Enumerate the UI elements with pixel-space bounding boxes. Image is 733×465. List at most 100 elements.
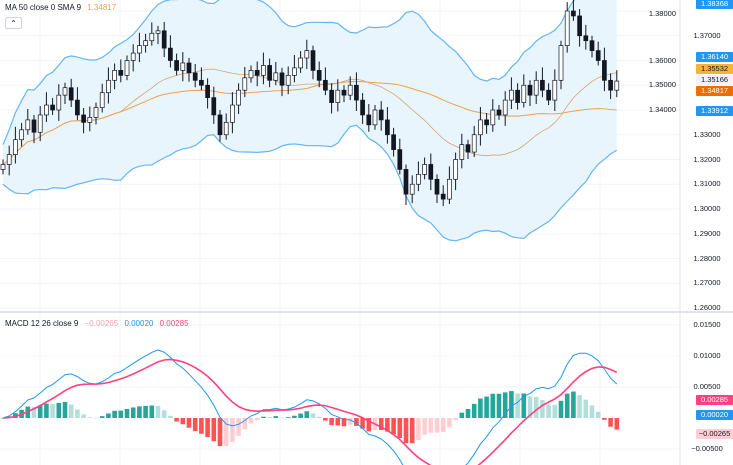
bollinger-band-fill bbox=[3, 0, 617, 241]
candle-up bbox=[0, 164, 6, 170]
macd-line bbox=[2, 349, 618, 465]
macd-histogram-bar bbox=[254, 418, 260, 421]
candle-up bbox=[112, 70, 117, 81]
macd-histogram-bar bbox=[316, 416, 322, 418]
candle-up bbox=[87, 117, 93, 123]
candle-up bbox=[533, 79, 539, 96]
candle-up bbox=[137, 45, 142, 54]
candle-up bbox=[478, 119, 483, 136]
macd-histogram-bar bbox=[199, 418, 204, 434]
macd-histogram-bar bbox=[608, 418, 613, 427]
macd-histogram-bar bbox=[304, 411, 310, 418]
candle-up bbox=[416, 174, 421, 185]
macd-histogram-bar bbox=[496, 393, 502, 418]
candle-up bbox=[106, 79, 111, 94]
macd-histogram-bar bbox=[211, 418, 217, 442]
macd-histogram-bar bbox=[378, 418, 384, 430]
candle-up bbox=[372, 109, 378, 126]
macd-histogram-bar bbox=[93, 417, 99, 419]
ma-legend-name: MA 50 close 0 SMA 9 bbox=[5, 3, 82, 12]
macd-histogram-bar bbox=[236, 418, 241, 436]
candle-down bbox=[254, 70, 260, 76]
macd-histogram-bar bbox=[527, 396, 533, 418]
candle-up bbox=[248, 70, 254, 79]
signal-line bbox=[2, 358, 618, 465]
macd-histogram-bar bbox=[484, 396, 489, 418]
candle-down bbox=[403, 169, 409, 195]
candle-up bbox=[19, 129, 24, 141]
macd-histogram-bar bbox=[341, 418, 347, 427]
macd-histogram-bar bbox=[155, 406, 161, 418]
macd-histogram-bar bbox=[174, 418, 179, 422]
macd-histogram-bar bbox=[397, 418, 403, 439]
candle-down bbox=[192, 72, 198, 81]
macd-histogram-bar bbox=[31, 407, 37, 418]
macd-histogram-bar bbox=[533, 396, 539, 418]
main-legend: MA 50 close 0 SMA 9 1.34817 bbox=[5, 3, 120, 13]
price-tag: 1.38368 bbox=[696, 0, 733, 9]
candle-up bbox=[447, 178, 452, 200]
macd-histogram-bar bbox=[422, 418, 427, 435]
macd-histogram-bar bbox=[366, 418, 372, 432]
macd-histogram-bar bbox=[279, 417, 285, 419]
macd-histogram-bar bbox=[589, 405, 595, 418]
candle-down bbox=[205, 84, 210, 98]
macd-histogram-bar bbox=[354, 418, 359, 426]
macd-histogram-bar bbox=[267, 416, 272, 418]
chevron-up-icon[interactable]: ⌃ bbox=[5, 17, 22, 29]
macd-axis-tick: 0.01500 bbox=[693, 320, 721, 329]
macd-histogram-bar bbox=[137, 406, 142, 418]
ma-50-line bbox=[2, 81, 617, 165]
macd-histogram-bar bbox=[217, 418, 223, 447]
price-axis-tick: 1.29000 bbox=[693, 228, 721, 238]
macd-histogram-bar bbox=[99, 416, 105, 418]
macd-histogram-bar bbox=[434, 418, 440, 433]
candle-down bbox=[496, 109, 502, 116]
macd-histogram-bar bbox=[515, 393, 520, 418]
macd-histogram-bar bbox=[391, 418, 396, 435]
macd-axis-tick: 0.01000 bbox=[693, 351, 721, 360]
macd-histogram-bar bbox=[385, 418, 390, 432]
macd-axis-tick: −0.00500 bbox=[691, 444, 723, 453]
macd-histogram-bar bbox=[509, 391, 514, 418]
candle-up bbox=[564, 10, 570, 47]
candle-down bbox=[199, 79, 204, 86]
candle-down bbox=[267, 65, 272, 81]
macd-histogram-bar bbox=[329, 418, 334, 425]
candle-down bbox=[316, 70, 322, 81]
macd-histogram-bar bbox=[459, 412, 465, 418]
candle-down bbox=[515, 89, 520, 103]
price-tag: 1.33912 bbox=[696, 106, 733, 116]
macd-histogram-bar bbox=[502, 392, 508, 418]
candle-down bbox=[465, 144, 471, 153]
candle-up bbox=[13, 139, 18, 155]
macd-legend-name: MACD 12 26 close 9 bbox=[5, 319, 79, 328]
candle-down bbox=[211, 97, 217, 116]
price-axis-tick: 1.37000 bbox=[693, 30, 721, 40]
candle-up bbox=[223, 122, 229, 136]
macd-histogram-bar bbox=[583, 399, 589, 418]
candle-down bbox=[31, 119, 37, 133]
macd-histogram-bar bbox=[447, 418, 452, 428]
macd-histogram-bar bbox=[192, 418, 198, 432]
candle-down bbox=[583, 35, 589, 42]
candle-up bbox=[93, 107, 99, 118]
price-axis-tick: 1.38000 bbox=[648, 9, 676, 18]
macd-histogram-bar bbox=[310, 413, 316, 418]
price-axis-tick: 1.34000 bbox=[648, 105, 676, 114]
macd-histogram-bar bbox=[130, 407, 136, 418]
macd-histogram-bar bbox=[540, 399, 545, 418]
candle-down bbox=[366, 114, 372, 126]
price-tag: 1.35166 bbox=[696, 75, 733, 85]
candle-down bbox=[168, 47, 173, 61]
candle-down bbox=[546, 89, 551, 101]
macd-histogram-bar bbox=[230, 418, 235, 442]
macd-legend-hist: −0.00265 bbox=[84, 319, 119, 328]
candle-down bbox=[174, 60, 179, 71]
candle-down bbox=[378, 109, 384, 121]
price-axis-tick: 1.36000 bbox=[648, 55, 676, 65]
candle-up bbox=[6, 154, 12, 165]
macd-histogram-bar bbox=[360, 418, 365, 429]
candle-up bbox=[521, 84, 527, 103]
